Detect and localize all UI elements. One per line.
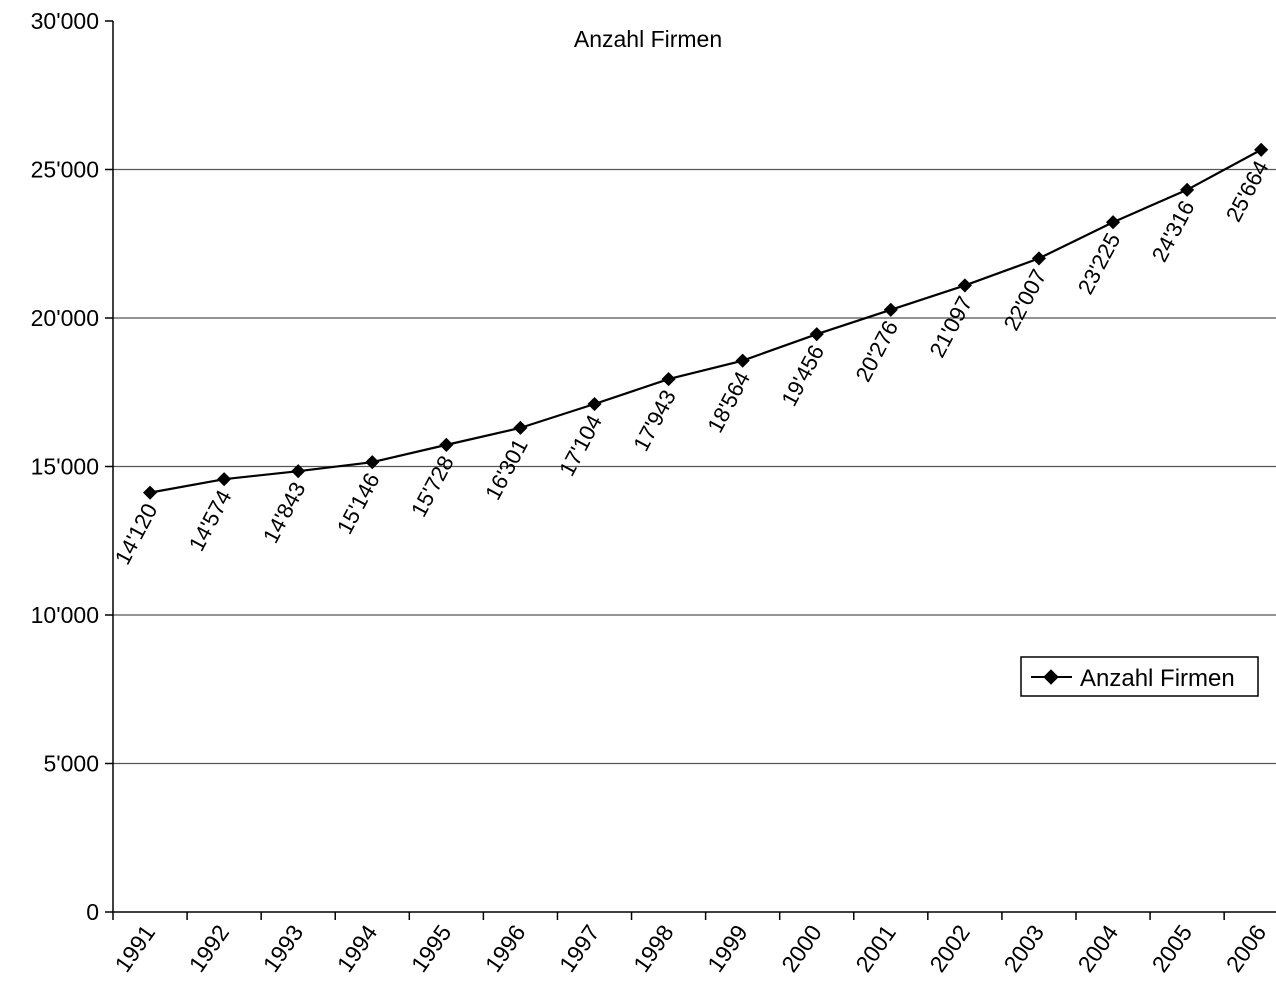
data-label: 20'276 [850,316,903,385]
x-tick-label: 1998 [628,920,679,977]
data-point [809,327,824,342]
data-label: 22'007 [999,265,1052,334]
data-point [1105,215,1121,230]
data-point [587,396,602,412]
series-anzahl-firmen [142,142,1269,500]
data-point [883,302,898,317]
y-tick-label: 0 [86,899,99,925]
data-point [365,455,380,470]
data-point [735,353,750,368]
x-tick-label: 1991 [109,920,160,977]
x-tick-label: 2000 [776,920,827,977]
x-tick-label: 1994 [332,920,383,977]
series-line [149,148,1262,494]
data-label: 17'943 [628,386,681,455]
legend-marker [1043,669,1059,685]
y-tick-label: 30'000 [31,8,99,34]
gridlines [113,168,1276,765]
y-tick-label: 5'000 [43,751,99,777]
x-tick-label: 1995 [406,920,457,977]
y-tick-label: 25'000 [31,157,99,183]
data-label: 19'456 [776,341,829,410]
x-tick-label: 1992 [184,920,235,977]
data-label: 14'843 [258,478,311,547]
x-tick-label: 1993 [258,920,309,977]
y-axis-ticks: 0 5'000 10'000 15'000 20'000 25'000 30'000 [31,8,113,925]
legend-label: Anzahl Firmen [1080,665,1235,692]
y-tick-label: 10'000 [31,602,99,628]
x-tick-label: 2002 [924,920,975,977]
x-tick-label: 1997 [554,920,605,977]
data-point [439,437,454,452]
x-tick-label: 2001 [850,920,901,977]
data-point [291,464,306,479]
data-point [217,472,232,487]
data-point [1031,251,1047,266]
data-label: 17'104 [554,411,607,480]
x-tick-label: 1999 [702,920,753,977]
data-label: 21'097 [925,292,978,361]
x-tick-label: 2003 [998,920,1049,977]
data-point [513,420,528,435]
data-label: 24'316 [1147,196,1200,265]
x-tick-label: 2006 [1221,920,1272,977]
data-point [1180,182,1195,197]
data-label: 18'564 [702,367,755,436]
legend: Anzahl Firmen [1020,656,1259,697]
data-point [1254,142,1269,157]
chart-title: Anzahl Firmen [574,26,722,52]
data-point [142,485,158,500]
data-label: 15'728 [406,451,459,520]
data-label: 14'574 [184,486,237,555]
data-point [957,278,972,293]
data-point [661,372,676,387]
data-label: 15'146 [332,469,385,538]
y-tick-label: 20'000 [31,305,99,331]
x-tick-label: 2005 [1147,920,1198,977]
x-axis-ticks: 1991 1992 1993 1994 1995 1996 1997 1998 1999 2000… [109,912,1271,977]
x-tick-label: 2004 [1072,920,1123,977]
x-tick-label: 1996 [480,920,531,977]
data-label: 14'120 [110,499,163,568]
y-tick-label: 15'000 [31,454,99,480]
data-label: 16'301 [480,434,533,503]
data-labels: 14'120 14'574 14'843 15'146 15'728 16'301 17'1… [110,156,1274,568]
